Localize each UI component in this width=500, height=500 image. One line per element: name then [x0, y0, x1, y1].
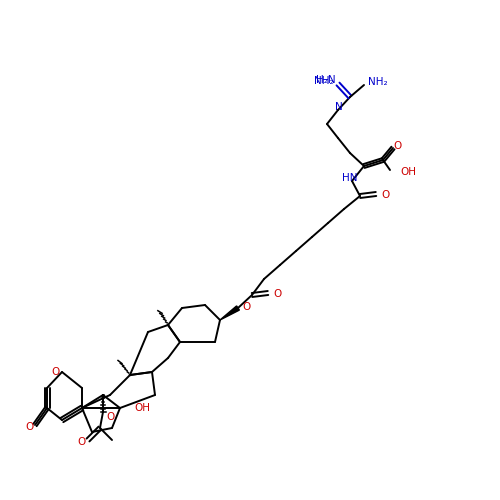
Text: O: O [106, 412, 114, 422]
Text: O: O [381, 190, 389, 200]
Text: HN: HN [342, 173, 358, 183]
Text: O: O [242, 302, 250, 312]
Polygon shape [220, 306, 240, 320]
Text: N: N [335, 102, 343, 112]
Text: OH: OH [134, 403, 150, 413]
Text: O: O [393, 141, 401, 151]
Text: H₂N: H₂N [316, 75, 336, 85]
Text: O: O [273, 289, 281, 299]
Text: NH₂: NH₂ [368, 77, 388, 87]
Text: NH₂: NH₂ [314, 76, 334, 86]
Text: O: O [25, 422, 33, 432]
Text: OH: OH [400, 167, 416, 177]
Text: O: O [51, 367, 59, 377]
Text: O: O [78, 437, 86, 447]
